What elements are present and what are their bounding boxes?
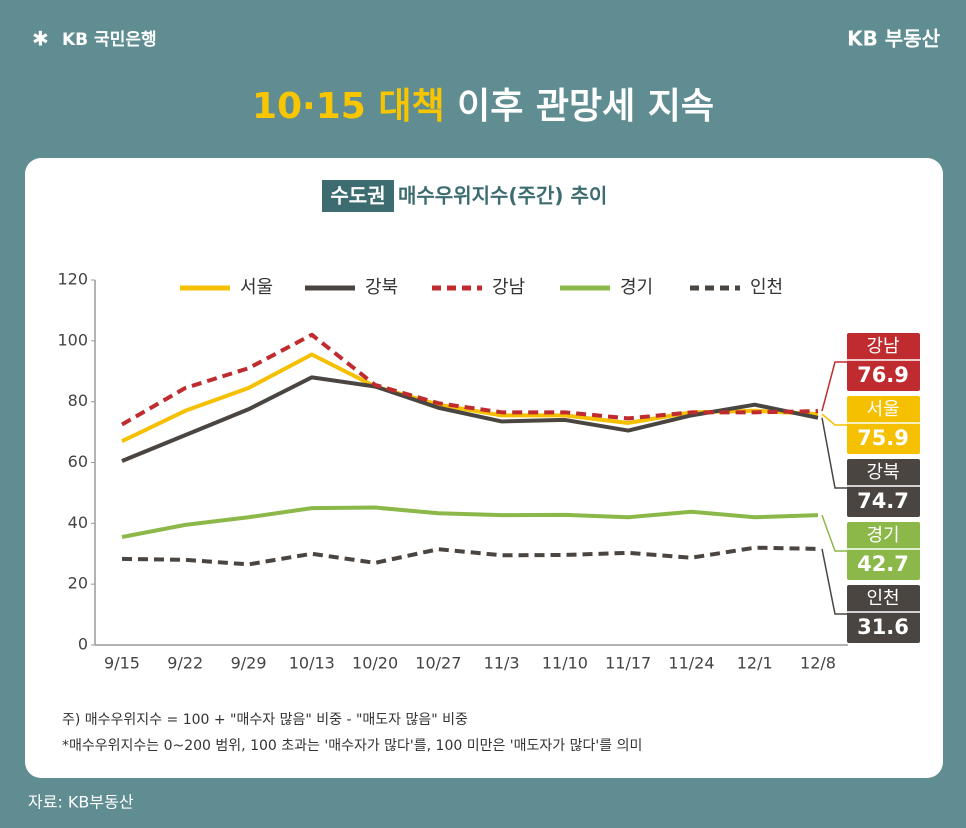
end-label-box xyxy=(847,459,920,517)
end-label-box xyxy=(847,333,920,391)
title-rest: 이후 관망세 지속 xyxy=(457,86,714,127)
end-label-name: 강북 xyxy=(866,462,899,483)
series-line xyxy=(121,505,819,539)
end-label-box xyxy=(847,396,920,454)
x-tick-label: 11/3 xyxy=(484,654,520,673)
end-label-value: 74.7 xyxy=(857,489,909,513)
main-title: 10·15 대책 이후 관망세 지속 xyxy=(252,86,714,127)
end-label-name: 강남 xyxy=(866,336,899,357)
y-tick-label: 120 xyxy=(57,270,88,289)
connector xyxy=(821,413,847,426)
y-tick-label: 40 xyxy=(68,513,88,532)
legend-label: 경기 xyxy=(620,277,653,298)
title-rest xyxy=(445,86,458,127)
x-tick-label: 10/27 xyxy=(415,654,461,673)
end-label-name: 경기 xyxy=(866,525,899,546)
logo-icon: ✱ xyxy=(32,27,49,51)
x-tick-label: 11/24 xyxy=(668,654,714,673)
end-label-value: 31.6 xyxy=(857,615,909,639)
connector xyxy=(821,417,847,489)
y-tick-label: 0 xyxy=(78,635,88,654)
subtitle: 매수우위지수(주간) 추이 xyxy=(398,184,607,208)
end-label-box xyxy=(847,522,920,580)
x-tick-label: 11/17 xyxy=(605,654,651,673)
legend-label: 인천 xyxy=(750,277,783,298)
x-tick-label: 10/13 xyxy=(289,654,335,673)
note: 주) 매수우위지수 = 100 + "매수자 많음" 비중 - "매도자 많음"… xyxy=(62,712,468,728)
subtitle-box xyxy=(322,180,394,212)
legend-label: 강남 xyxy=(492,277,525,298)
x-tick-label: 9/22 xyxy=(167,654,203,673)
legend-label: 서울 xyxy=(240,277,273,298)
x-tick-label: 9/15 xyxy=(104,654,140,673)
y-tick-label: 80 xyxy=(68,391,88,410)
y-tick-label: 100 xyxy=(57,330,88,349)
x-tick-label: 9/29 xyxy=(231,654,267,673)
x-tick-label: 12/8 xyxy=(800,654,836,673)
brand: KB 부동산 xyxy=(847,27,941,51)
connector xyxy=(821,361,847,412)
end-label-value: 42.7 xyxy=(857,552,909,576)
connector xyxy=(821,514,847,552)
end-label-value: 76.9 xyxy=(857,363,909,387)
x-tick-label: 10/20 xyxy=(352,654,398,673)
end-label-box xyxy=(847,585,920,643)
series-line xyxy=(121,332,819,427)
end-label-name: 인천 xyxy=(866,588,899,609)
y-tick-label: 20 xyxy=(68,574,88,593)
series-line xyxy=(121,375,819,463)
card xyxy=(25,158,943,778)
y-tick-label: 60 xyxy=(68,452,88,471)
source: 자료: KB부동산 xyxy=(28,793,134,812)
subtitle-highlight: 수도권 xyxy=(330,184,385,208)
note: *매수우위지수는 0~200 범위, 100 초과는 '매수자가 많다'를, 1… xyxy=(62,738,642,754)
logo: KB 국민은행 xyxy=(62,30,157,50)
end-label-name: 서울 xyxy=(866,399,899,420)
connector xyxy=(821,548,847,615)
end-label-value: 75.9 xyxy=(857,426,909,450)
series-line xyxy=(121,545,819,567)
x-tick-label: 11/10 xyxy=(542,654,588,673)
legend-label: 강북 xyxy=(365,277,398,298)
title-highlight: 10·15 대책 xyxy=(252,86,445,127)
x-tick-label: 12/1 xyxy=(737,654,773,673)
